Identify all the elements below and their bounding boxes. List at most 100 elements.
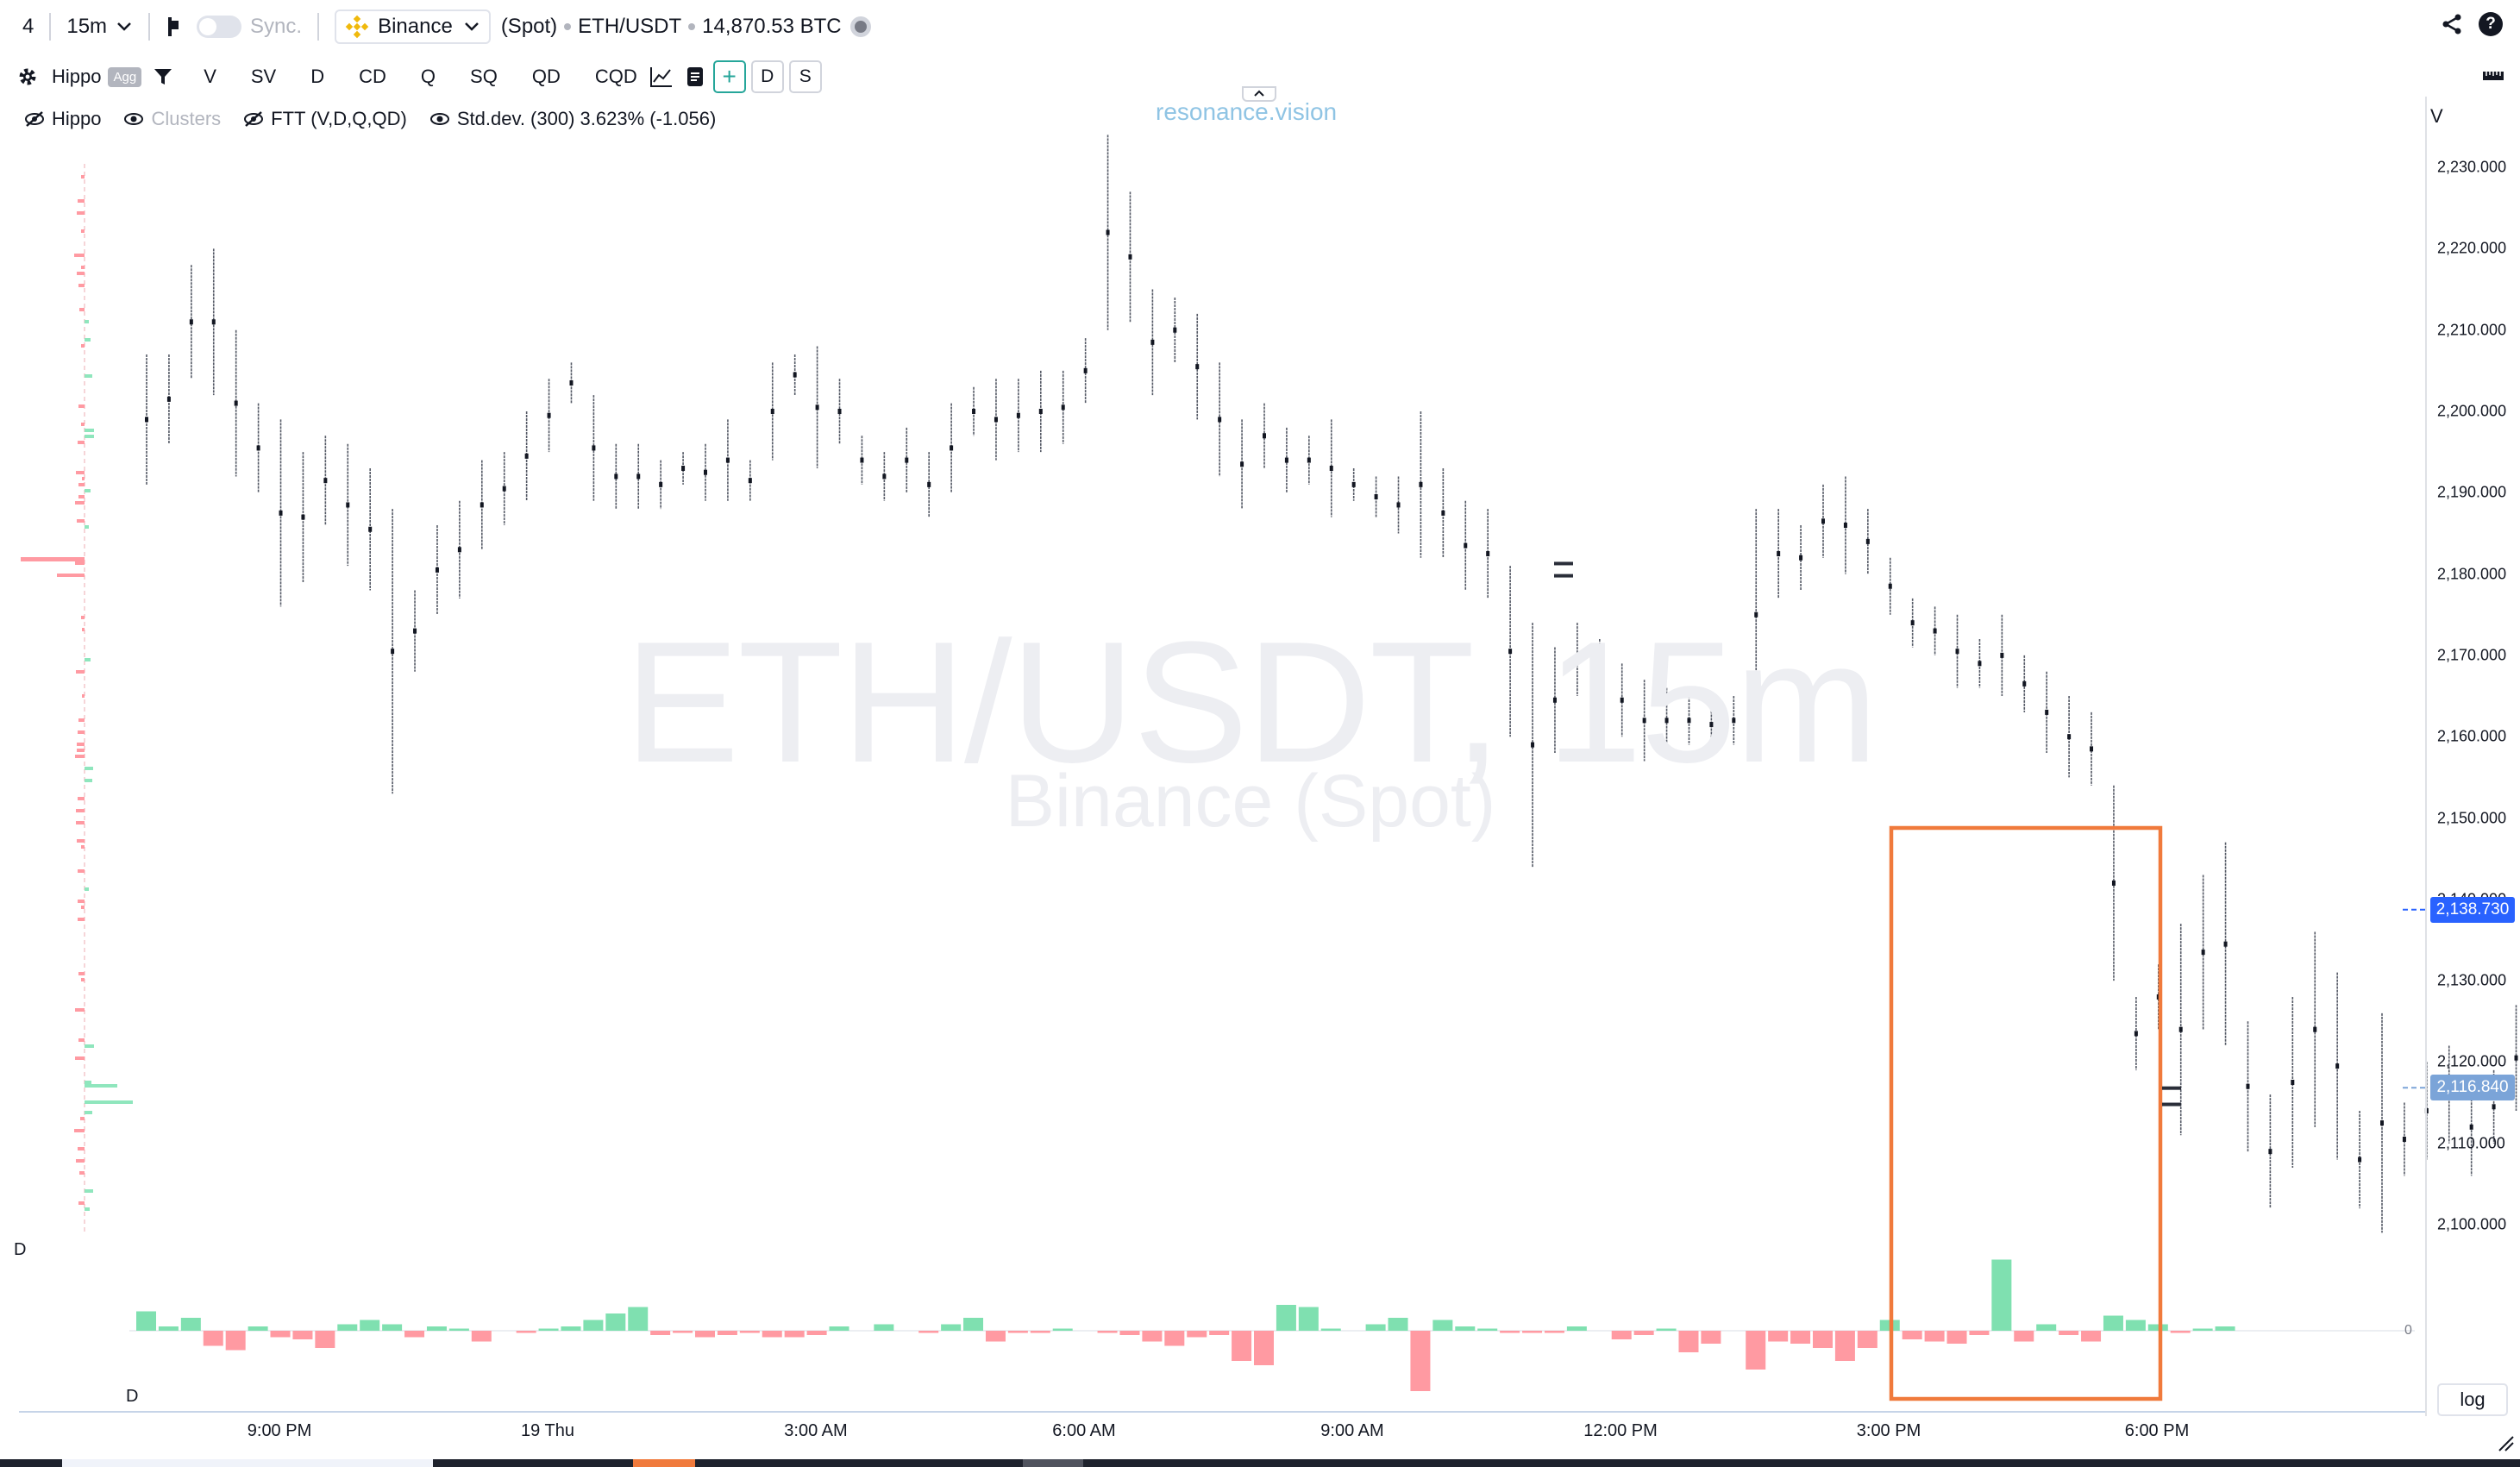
ruler-icon[interactable]: [2482, 69, 2504, 83]
profile-bar-sell: [77, 519, 85, 523]
notes-icon[interactable]: [686, 66, 705, 88]
candle-body: [748, 478, 752, 484]
delta-bar-negative: [739, 1331, 760, 1333]
candle-body: [994, 417, 998, 423]
profile-bar-buy: [85, 525, 89, 529]
separator-dot: [564, 23, 572, 30]
delta-bar-negative: [1857, 1331, 1877, 1348]
delta-bar-positive: [158, 1326, 179, 1331]
metric-v[interactable]: V: [204, 66, 216, 87]
add-indicator-button[interactable]: +: [712, 60, 746, 93]
profile-bar-sell: [81, 423, 85, 426]
interval-select[interactable]: 15m: [66, 15, 133, 39]
agg-badge[interactable]: Agg: [108, 66, 142, 87]
exchange-select[interactable]: Binance: [335, 9, 491, 44]
chart-type-button[interactable]: [166, 16, 181, 38]
eye-off-icon[interactable]: [243, 110, 264, 128]
delta-bar-negative: [516, 1331, 536, 1333]
candle-body: [1441, 510, 1445, 516]
delta-bar-negative: [1500, 1331, 1520, 1333]
delta-bar-positive: [2125, 1320, 2146, 1331]
profile-bar-buy: [85, 1111, 92, 1114]
candle-body: [1799, 555, 1803, 561]
price-tick-label: 2,170.000: [2437, 646, 2507, 664]
toggle-d-button[interactable]: D: [750, 60, 784, 93]
line-chart-icon[interactable]: [649, 66, 674, 88]
legend-ftt[interactable]: FTT (V,D,Q,QD): [243, 108, 407, 130]
symbol-label[interactable]: ETH/USDT: [578, 15, 682, 38]
profile-bar-sell: [78, 441, 85, 444]
profile-bar-buy: [85, 320, 89, 323]
delta-bar-positive: [561, 1326, 581, 1331]
price-tick-label: 2,230.000: [2437, 158, 2507, 176]
collapse-toolbar-button[interactable]: [1242, 86, 1276, 102]
delta-bar-negative: [225, 1331, 246, 1351]
level-marker: [2162, 1102, 2181, 1107]
chevron-down-icon: [464, 22, 479, 31]
candle-body: [1508, 649, 1513, 655]
delta-bar-positive: [605, 1313, 626, 1331]
delta-bar-negative: [1544, 1331, 1564, 1333]
metric-d[interactable]: D: [310, 66, 325, 87]
candle-body: [480, 502, 484, 508]
profile-bar-sell: [78, 495, 85, 498]
candle-body: [2090, 746, 2094, 752]
candle-body: [592, 445, 596, 451]
candle-body: [1351, 481, 1356, 487]
profile-bar-buy: [85, 658, 91, 661]
sync-toggle[interactable]: [197, 16, 242, 38]
delta-bar-negative: [315, 1331, 335, 1348]
volume-profile: [21, 164, 133, 1233]
eye-icon[interactable]: [429, 110, 450, 128]
candle-body: [704, 469, 707, 475]
delta-bar-negative: [1969, 1331, 1990, 1335]
connection-status-icon: [849, 16, 871, 37]
profile-bar-sell: [81, 175, 85, 179]
candle-body: [346, 502, 350, 508]
legend-stddev[interactable]: Std.dev. (300) 3.623% (-1.056): [429, 108, 716, 130]
profile-bar-sell: [78, 404, 85, 408]
delta-bar-positive: [2147, 1324, 2168, 1331]
chart-overlays: [1554, 561, 2425, 1401]
metric-q[interactable]: Q: [420, 66, 436, 87]
delta-bar-negative: [1142, 1331, 1163, 1342]
help-icon[interactable]: ?: [2479, 12, 2503, 36]
candle-body: [1263, 433, 1266, 439]
eye-off-icon[interactable]: [24, 110, 45, 128]
candle-body: [2268, 1149, 2272, 1155]
legend-clusters[interactable]: Clusters: [123, 108, 221, 130]
toggle-s-button[interactable]: S: [788, 60, 822, 93]
candle-body: [1709, 722, 1714, 728]
delta-bar-positive: [180, 1318, 201, 1331]
price-axis[interactable]: [2425, 97, 2520, 1416]
delta-bar-negative: [673, 1331, 693, 1333]
profile-bar-sell: [81, 845, 85, 849]
filter-icon[interactable]: [154, 67, 172, 86]
indicator-name[interactable]: Hippo: [52, 66, 102, 87]
time-tick-label: 9:00 AM: [1320, 1421, 1384, 1440]
profile-bar-buy: [85, 429, 94, 432]
metric-sq[interactable]: SQ: [470, 66, 498, 87]
metric-cqd[interactable]: CQD: [594, 66, 637, 87]
delta-bar-positive: [2036, 1324, 2057, 1331]
metric-sv[interactable]: SV: [250, 66, 277, 87]
candle-body: [2022, 680, 2027, 686]
layout-count-button[interactable]: 4: [22, 15, 34, 39]
share-icon[interactable]: [2441, 13, 2463, 35]
candle-body: [189, 319, 193, 325]
level-marker: [1554, 561, 1573, 566]
gear-icon[interactable]: [17, 66, 38, 87]
metric-cd[interactable]: CD: [359, 66, 386, 87]
time-axis[interactable]: [19, 1411, 2425, 1413]
delta-pane-label-bottom: D: [126, 1387, 139, 1406]
resize-handle-icon[interactable]: [2498, 1435, 2515, 1452]
eye-icon[interactable]: [123, 110, 144, 128]
brand-watermark[interactable]: resonance.vision: [1156, 98, 1338, 125]
legend-hippo[interactable]: Hippo: [24, 108, 101, 130]
log-scale-button[interactable]: log: [2437, 1383, 2508, 1416]
delta-bar-negative: [1164, 1331, 1185, 1346]
profile-bar-sell: [21, 557, 85, 561]
delta-bar-positive: [1052, 1328, 1073, 1331]
metric-qd[interactable]: QD: [531, 66, 561, 87]
